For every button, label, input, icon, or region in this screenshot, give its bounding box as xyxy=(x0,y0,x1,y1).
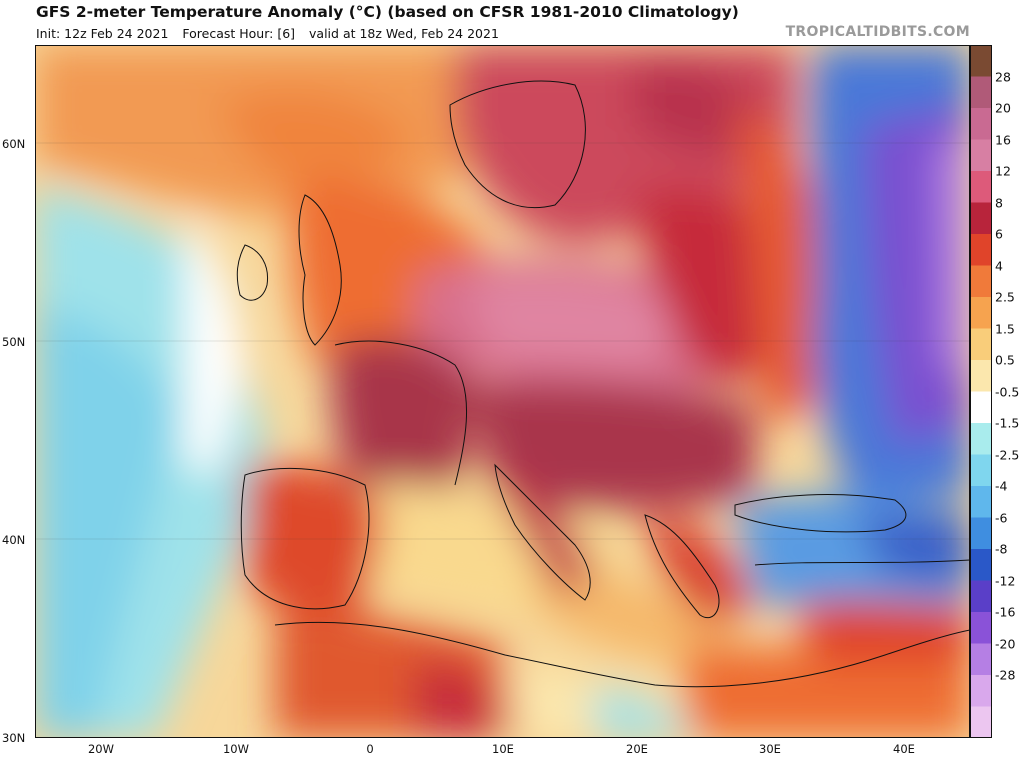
colorbar-swatch xyxy=(970,76,992,109)
colorbar-tick-label: 8 xyxy=(995,195,1003,210)
colorbar-tick-label: -1.5 xyxy=(995,415,1020,431)
colorbar-tick-label: -8 xyxy=(995,541,1008,557)
colorbar-tick-label: -12 xyxy=(995,573,1016,588)
colorbar-tick-label: -28 xyxy=(995,667,1016,683)
lat-label-30n: 30N xyxy=(2,731,26,745)
colorbar-tick-label: -6 xyxy=(995,510,1008,525)
colorbar-swatch xyxy=(970,391,992,424)
valid-time: valid at 18z Wed, Feb 24 2021 xyxy=(309,26,499,41)
colorbar-swatch xyxy=(970,612,992,644)
lon-label-0: 0 xyxy=(366,742,374,756)
anomaly-field xyxy=(35,45,970,738)
lon-label-20e: 20E xyxy=(626,742,648,756)
lon-label-40e: 40E xyxy=(893,742,915,756)
map-title: GFS 2-meter Temperature Anomaly (°C) (ba… xyxy=(36,3,739,21)
lon-label-20w: 20W xyxy=(87,742,115,756)
lat-label-40n: 40N xyxy=(2,533,26,547)
colorbar-tick-label: -20 xyxy=(995,636,1016,651)
forecast-hour: Forecast Hour: [6] xyxy=(182,26,296,41)
colorbar-tick-label: 2.5 xyxy=(995,289,1015,305)
colorbar-swatch xyxy=(970,454,992,487)
colorbar-swatch xyxy=(970,45,992,77)
colorbar-tick-label: 16 xyxy=(995,132,1011,147)
colorbar-tick-label: -16 xyxy=(995,604,1016,620)
colorbar-swatch xyxy=(970,265,992,298)
colorbar-tick-label: 6 xyxy=(995,226,1003,242)
colorbar-tick-label: 4 xyxy=(995,258,1003,273)
colorbar-swatch xyxy=(970,328,992,361)
colorbar-swatch xyxy=(970,297,992,329)
map-subtitle: Init: 12z Feb 24 2021 Forecast Hour: [6]… xyxy=(36,26,509,41)
temperature-anomaly-map xyxy=(35,45,970,738)
colorbar-swatch xyxy=(970,234,992,266)
lon-label-10w: 10W xyxy=(222,742,250,756)
colorbar-swatch xyxy=(970,706,992,738)
colorbar-tick-label: -2.5 xyxy=(995,447,1020,462)
colorbar-border xyxy=(970,45,992,738)
colorbar-swatch xyxy=(970,139,992,172)
colorbar-swatch xyxy=(970,549,992,581)
colorbar-swatch xyxy=(970,517,992,550)
colorbar-tick-label: -0.5 xyxy=(995,384,1020,399)
colorbar-tick-label: -4 xyxy=(995,478,1008,494)
lon-label-30e: 30E xyxy=(759,742,781,756)
colorbar-swatch xyxy=(970,580,992,613)
colorbar-tick-label: 12 xyxy=(995,163,1011,179)
colorbar-swatch xyxy=(970,202,992,235)
colorbar xyxy=(970,45,992,738)
lat-label-60n: 60N xyxy=(2,137,26,151)
lat-label-50n: 50N xyxy=(2,335,26,349)
lon-label-10e: 10E xyxy=(492,742,514,756)
brand-watermark: TROPICALTIDBITS.COM xyxy=(785,24,970,40)
graticule xyxy=(35,142,970,540)
colorbar-swatch xyxy=(970,643,992,676)
colorbar-tick-label: 0.5 xyxy=(995,352,1015,368)
init-time: Init: 12z Feb 24 2021 xyxy=(36,26,169,41)
colorbar-tick-label: 1.5 xyxy=(995,321,1015,336)
colorbar-swatch xyxy=(970,675,992,707)
colorbar-swatch xyxy=(970,360,992,392)
coastlines xyxy=(236,80,970,688)
colorbar-tick-label: 20 xyxy=(995,100,1011,116)
colorbar-swatch xyxy=(970,423,992,455)
colorbar-tick-label: 28 xyxy=(995,69,1011,84)
colorbar-swatch xyxy=(970,108,992,140)
colorbar-swatch xyxy=(970,486,992,518)
colorbar-swatch xyxy=(970,171,992,203)
